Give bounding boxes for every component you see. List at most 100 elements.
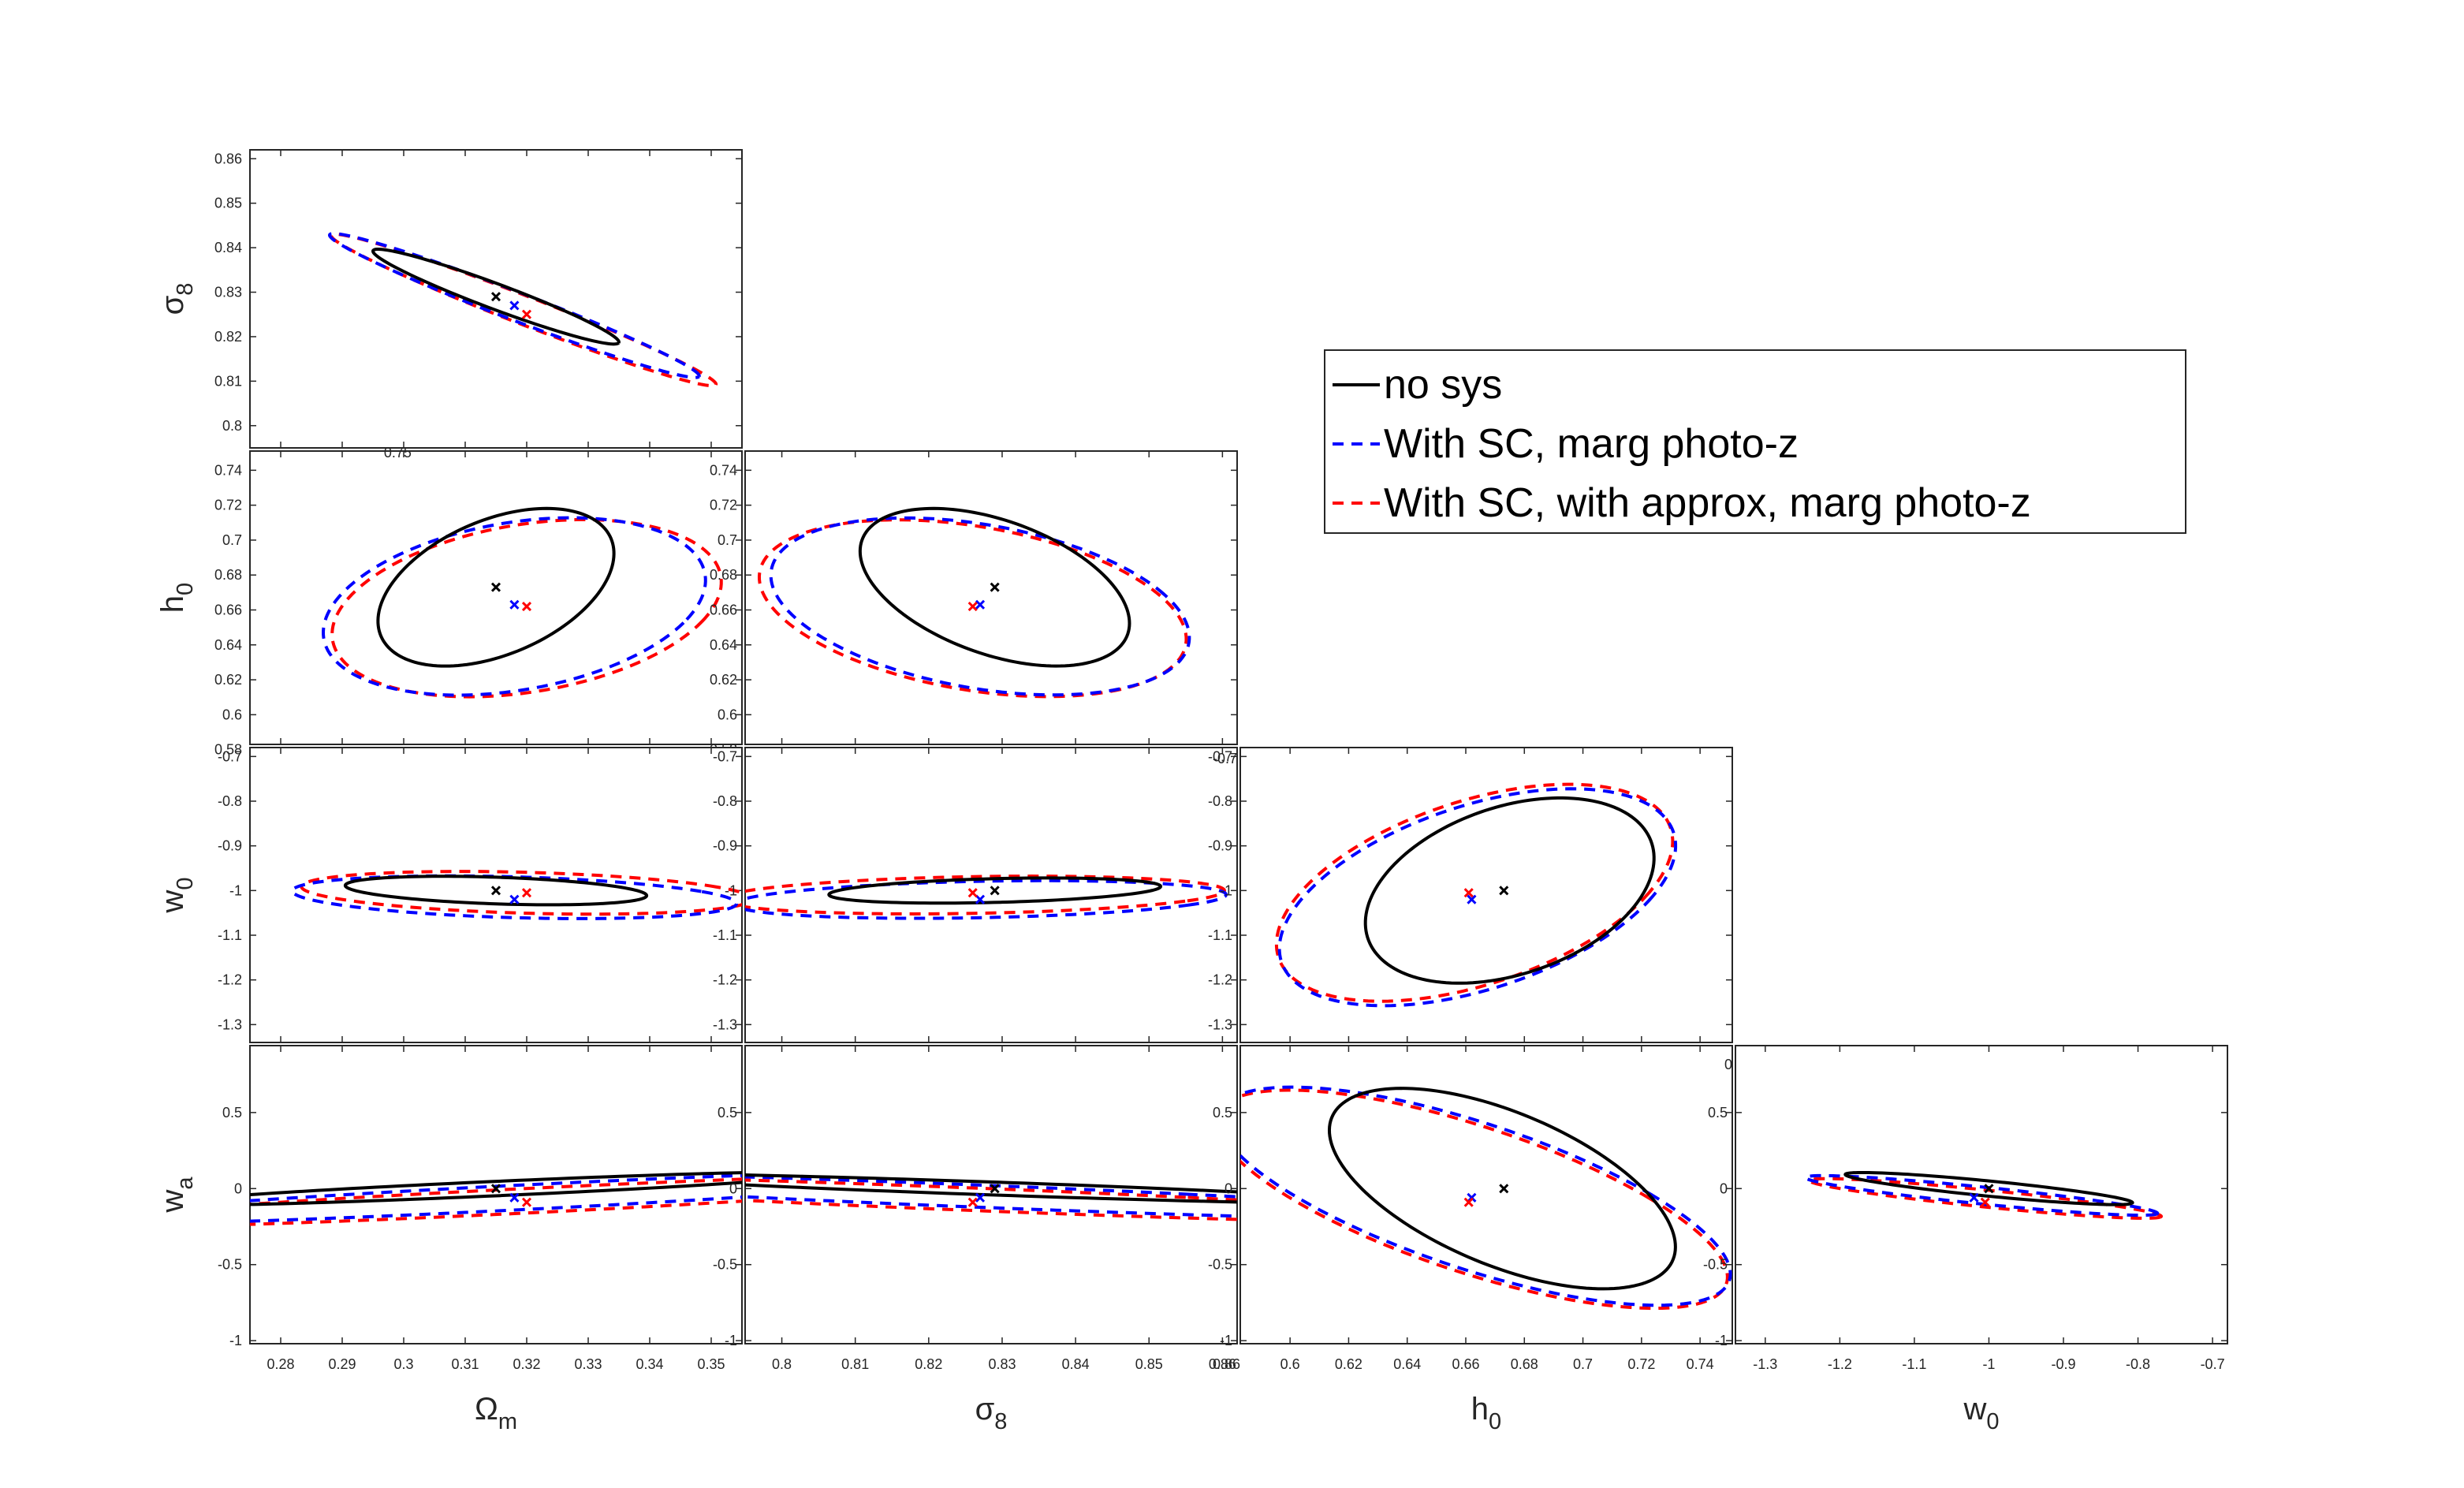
legend-label-sc-approx: With SC, with approx, marg photo-z xyxy=(1384,480,2031,526)
panel-contours xyxy=(290,870,742,920)
x-axis-label-w0: w0 xyxy=(1963,1392,1999,1434)
y-tick-label: -0.7 xyxy=(1208,748,1232,764)
y-tick-label: -1.1 xyxy=(713,927,737,943)
special-tick-label: 0.75 xyxy=(384,445,412,461)
y-tick-label: -1.2 xyxy=(713,972,737,988)
y-tick-label: 0 xyxy=(729,1180,737,1196)
x-tick-label-om: 0.32 xyxy=(513,1356,540,1372)
y-tick-label: 0.5 xyxy=(718,1105,737,1121)
contour-no-sys xyxy=(1327,1087,1677,1291)
y-tick-label: -1 xyxy=(1715,1333,1728,1348)
legend: no sys With SC, marg photo-z With SC, wi… xyxy=(1324,349,2186,534)
x-tick-label-om: 0.35 xyxy=(697,1356,725,1372)
y-tick-label: 0 xyxy=(1225,1180,1232,1196)
panel-contours xyxy=(322,506,723,699)
panels-layer: 0.80.810.820.830.840.850.860.580.60.620.… xyxy=(155,149,2228,1434)
panel-contours xyxy=(1803,1170,2163,1220)
contour-no-sys xyxy=(1363,796,1656,985)
y-tick-label: 0.6 xyxy=(718,707,737,722)
marker-sc-marg xyxy=(509,894,520,904)
contour-no-sys xyxy=(250,1171,742,1206)
x-tick-label-h0: 0.68 xyxy=(1511,1356,1538,1372)
y-tick-label: 0.68 xyxy=(214,567,242,583)
x-tick-label-om: 0.33 xyxy=(574,1356,602,1372)
special-tick-label: -0.7 xyxy=(1213,751,1237,766)
y-tick-label: -0.8 xyxy=(713,793,737,809)
y-tick-label: -1.2 xyxy=(1208,972,1232,988)
panel-s8-h0: 0.580.60.620.640.660.680.70.720.74 xyxy=(710,450,1238,758)
panel-frame xyxy=(249,450,743,745)
contour-with-sc-marg-photo-z xyxy=(1803,1173,2160,1218)
panel-frame xyxy=(1239,1045,1733,1344)
y-tick-label: 0.66 xyxy=(710,602,737,618)
contour-with-sc-with-approx-marg-photo-z xyxy=(300,870,742,916)
marker-no-sys xyxy=(490,886,501,896)
panel-om-s8: 0.8 0.81 0.82 0.83 0.84 0.85 0.86 xyxy=(214,149,743,449)
panel-contours xyxy=(745,875,1228,920)
panel-s8-wa: -1 -0.5 0 0.5 xyxy=(713,1045,1238,1348)
x-tick-label-h0: 0.74 xyxy=(1687,1356,1714,1372)
contour-no-sys xyxy=(343,875,649,907)
panel-om-w0: -1.3 -1.2 -1.1 -1 -0.9 -0.8 -0.7 xyxy=(218,747,743,1043)
marker-sc-approx xyxy=(1463,888,1474,898)
contour-no-sys xyxy=(827,876,1163,905)
x-tick-label-h0: 0.66 xyxy=(1452,1356,1479,1372)
y-tick-label: 0 xyxy=(1720,1180,1728,1196)
y-tick-label: -1.2 xyxy=(218,972,242,988)
y-tick-label: -0.5 xyxy=(1208,1257,1232,1273)
legend-box xyxy=(1324,349,2186,534)
x-axis-label-h0: h0 xyxy=(1471,1392,1501,1434)
panel-frame xyxy=(744,450,1238,745)
marker-no-sys xyxy=(1499,1184,1509,1194)
marker-sc-marg xyxy=(1969,1192,1979,1203)
y-tick-label: 0.5 xyxy=(1213,1105,1232,1121)
y-axis-label-wa: wa xyxy=(155,1177,198,1214)
marker-sc-approx xyxy=(967,888,978,898)
marker-sc-marg xyxy=(975,1192,986,1203)
x-tick-label-h0: 0.6 xyxy=(1280,1356,1300,1372)
y-tick-label: 0.58 xyxy=(214,742,242,758)
panel-s8-w0: -1.3 -1.2 -1.1 -1 -0.9 -0.8 -0.7 xyxy=(713,747,1238,1043)
x-tick-label-om: 0.31 xyxy=(451,1356,479,1372)
x-tick-label-om: 0.34 xyxy=(636,1356,663,1372)
x-tick-label-s8: 0.82 xyxy=(915,1356,942,1372)
contour-with-sc-marg-photo-z xyxy=(1240,1085,1732,1307)
x-tick-label-h0: 0.72 xyxy=(1627,1356,1655,1372)
contour-with-sc-with-approx-marg-photo-z xyxy=(745,1178,1237,1221)
y-tick-label: 0.81 xyxy=(214,373,242,389)
y-tick-label: 0.82 xyxy=(214,329,242,345)
y-tick-label: -1.3 xyxy=(218,1016,242,1032)
contour-no-sys xyxy=(1843,1170,2134,1206)
panel-frame xyxy=(249,149,743,449)
y-tick-label: -1 xyxy=(725,882,737,898)
panel-frame xyxy=(249,747,743,1043)
y-tick-label: -1.1 xyxy=(1208,927,1232,943)
marker-no-sys xyxy=(990,886,1000,896)
contour-with-sc-with-approx-marg-photo-z xyxy=(250,1177,742,1226)
marker-sc-approx xyxy=(967,1197,978,1207)
panel-contours xyxy=(250,1171,742,1226)
x-tick-label-om: 0.28 xyxy=(267,1356,294,1372)
x-tick-label-s8: 0.85 xyxy=(1135,1356,1163,1372)
y-tick-label: 0.74 xyxy=(214,462,242,478)
x-tick-label-w0: -1 xyxy=(1982,1356,1995,1372)
marker-no-sys xyxy=(990,582,1000,592)
y-tick-label: -0.9 xyxy=(1208,838,1232,854)
marker-sc-marg xyxy=(509,300,520,311)
special-tick-label: 0 xyxy=(1724,1057,1732,1072)
y-tick-label: -1 xyxy=(1220,1333,1232,1348)
marker-sc-approx xyxy=(1463,1197,1474,1207)
marker-sc-approx xyxy=(521,602,532,612)
y-tick-label: 0.7 xyxy=(222,532,242,548)
panel-frame xyxy=(1239,747,1733,1043)
marker-sc-approx xyxy=(521,888,532,898)
y-tick-label: 0 xyxy=(234,1180,242,1196)
y-tick-label: 0.84 xyxy=(214,240,242,255)
marker-sc-marg xyxy=(509,1192,520,1203)
panel-w0-wa: -1 -0.5 0 0.5 xyxy=(1703,1045,2228,1348)
y-tick-label: 0.85 xyxy=(214,196,242,211)
x-tick-label-h0: 0.62 xyxy=(1335,1356,1362,1372)
y-tick-label: 0.83 xyxy=(214,285,242,300)
panel-frame xyxy=(744,747,1238,1043)
marker-sc-marg xyxy=(975,599,986,610)
